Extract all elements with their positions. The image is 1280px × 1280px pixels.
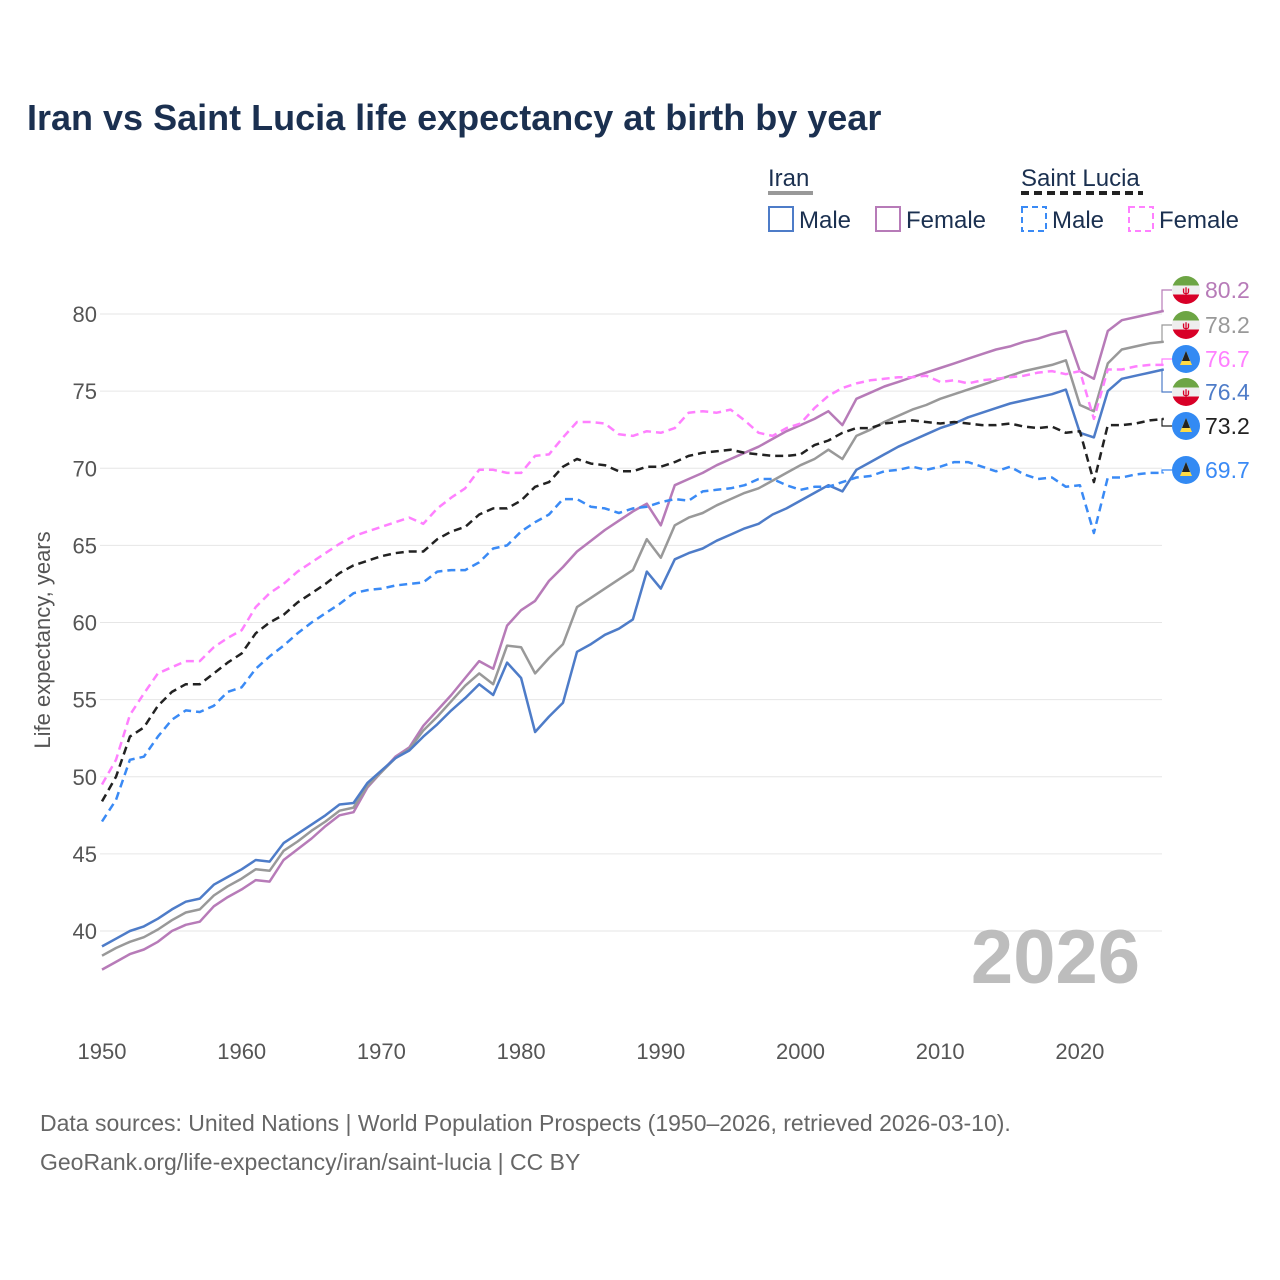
legend-group-saint-lucia: Saint Lucia (1021, 165, 1140, 192)
legend-group-iran: Iran (768, 165, 809, 192)
year-watermark: 2026 (971, 915, 1140, 1000)
series-line-iran-female (101, 309, 1164, 971)
legend-saint-lucia-male: Male (1052, 207, 1104, 234)
x-tick-label: 2000 (776, 1039, 825, 1064)
end-label-leader (1161, 358, 1172, 366)
iran-flag-icon: ψ (1172, 276, 1200, 304)
chart-title: Iran vs Saint Lucia life expectancy at b… (27, 97, 881, 138)
end-value-label: 73.2 (1205, 413, 1250, 439)
end-value-label: 76.4 (1205, 379, 1250, 405)
legend-iran-female-swatch (875, 206, 901, 232)
x-tick-label: 2010 (916, 1039, 965, 1064)
end-label-leader (1161, 469, 1172, 474)
svg-text:ψ: ψ (1182, 286, 1190, 297)
legend-iran-male-swatch (768, 206, 794, 232)
end-value-label: 80.2 (1205, 277, 1250, 303)
series-line-saint-lucia-male (100, 460, 1164, 823)
series-line-iran-male (101, 368, 1164, 948)
x-tick-label: 1950 (78, 1039, 127, 1064)
legend-saint-lucia-female-swatch (1128, 206, 1154, 232)
end-label-leader (1161, 418, 1172, 427)
y-tick-label: 75 (73, 379, 97, 404)
end-label-leader (1161, 368, 1172, 393)
y-tick-label: 45 (73, 842, 97, 867)
x-axis-ticks: 1950 1960 1970 1980 1990 2000 2010 2020 (78, 1039, 1105, 1064)
end-value-label: 69.7 (1205, 457, 1250, 483)
y-tick-label: 70 (73, 456, 97, 481)
y-tick-label: 55 (73, 688, 97, 713)
y-tick-label: 50 (73, 765, 97, 790)
y-axis-label: Life expectancy, years (30, 531, 55, 748)
saint-lucia-flag-icon (1172, 345, 1200, 373)
legend-saint-lucia-male-swatch (1021, 206, 1047, 232)
x-tick-label: 1960 (217, 1039, 266, 1064)
end-label-leader (1161, 324, 1172, 343)
end-labels: ψ 80.2 ψ 78.2 76.7 ψ 76.4 73.2 69.7 (1161, 276, 1250, 484)
series-lines (100, 309, 1164, 971)
x-tick-label: 2020 (1055, 1039, 1104, 1064)
legend-iran-female: Female (906, 207, 986, 234)
series-line-iran (101, 340, 1164, 957)
legend-saint-lucia-female: Female (1159, 207, 1239, 234)
legend-iran-male: Male (799, 207, 851, 234)
legend: Iran Male Female Saint Lucia Male Female (768, 165, 1239, 234)
y-tick-label: 60 (73, 611, 97, 636)
y-tick-label: 80 (73, 302, 97, 327)
end-value-label: 78.2 (1205, 312, 1250, 338)
y-tick-label: 40 (73, 919, 97, 944)
saint-lucia-flag-icon (1172, 456, 1200, 484)
x-tick-label: 1980 (497, 1039, 546, 1064)
footer-link[interactable]: GeoRank.org/life-expectancy/iran/saint-l… (40, 1149, 580, 1175)
saint-lucia-flag-icon (1172, 412, 1200, 440)
svg-text:ψ: ψ (1182, 321, 1190, 332)
x-tick-label: 1990 (636, 1039, 685, 1064)
y-axis-ticks: 40 45 50 55 60 65 70 75 80 (73, 302, 97, 944)
series-line-saint-lucia (100, 417, 1164, 803)
end-value-label: 76.7 (1205, 346, 1250, 372)
iran-flag-icon: ψ (1172, 378, 1200, 406)
grid (100, 313, 1162, 932)
series-line-saint-lucia-female (100, 363, 1164, 786)
end-label-leader (1161, 289, 1172, 312)
svg-text:ψ: ψ (1182, 388, 1190, 399)
y-tick-label: 65 (73, 533, 97, 558)
footer-sources: Data sources: United Nations | World Pop… (40, 1110, 1011, 1136)
x-tick-label: 1970 (357, 1039, 406, 1064)
iran-flag-icon: ψ (1172, 311, 1200, 339)
